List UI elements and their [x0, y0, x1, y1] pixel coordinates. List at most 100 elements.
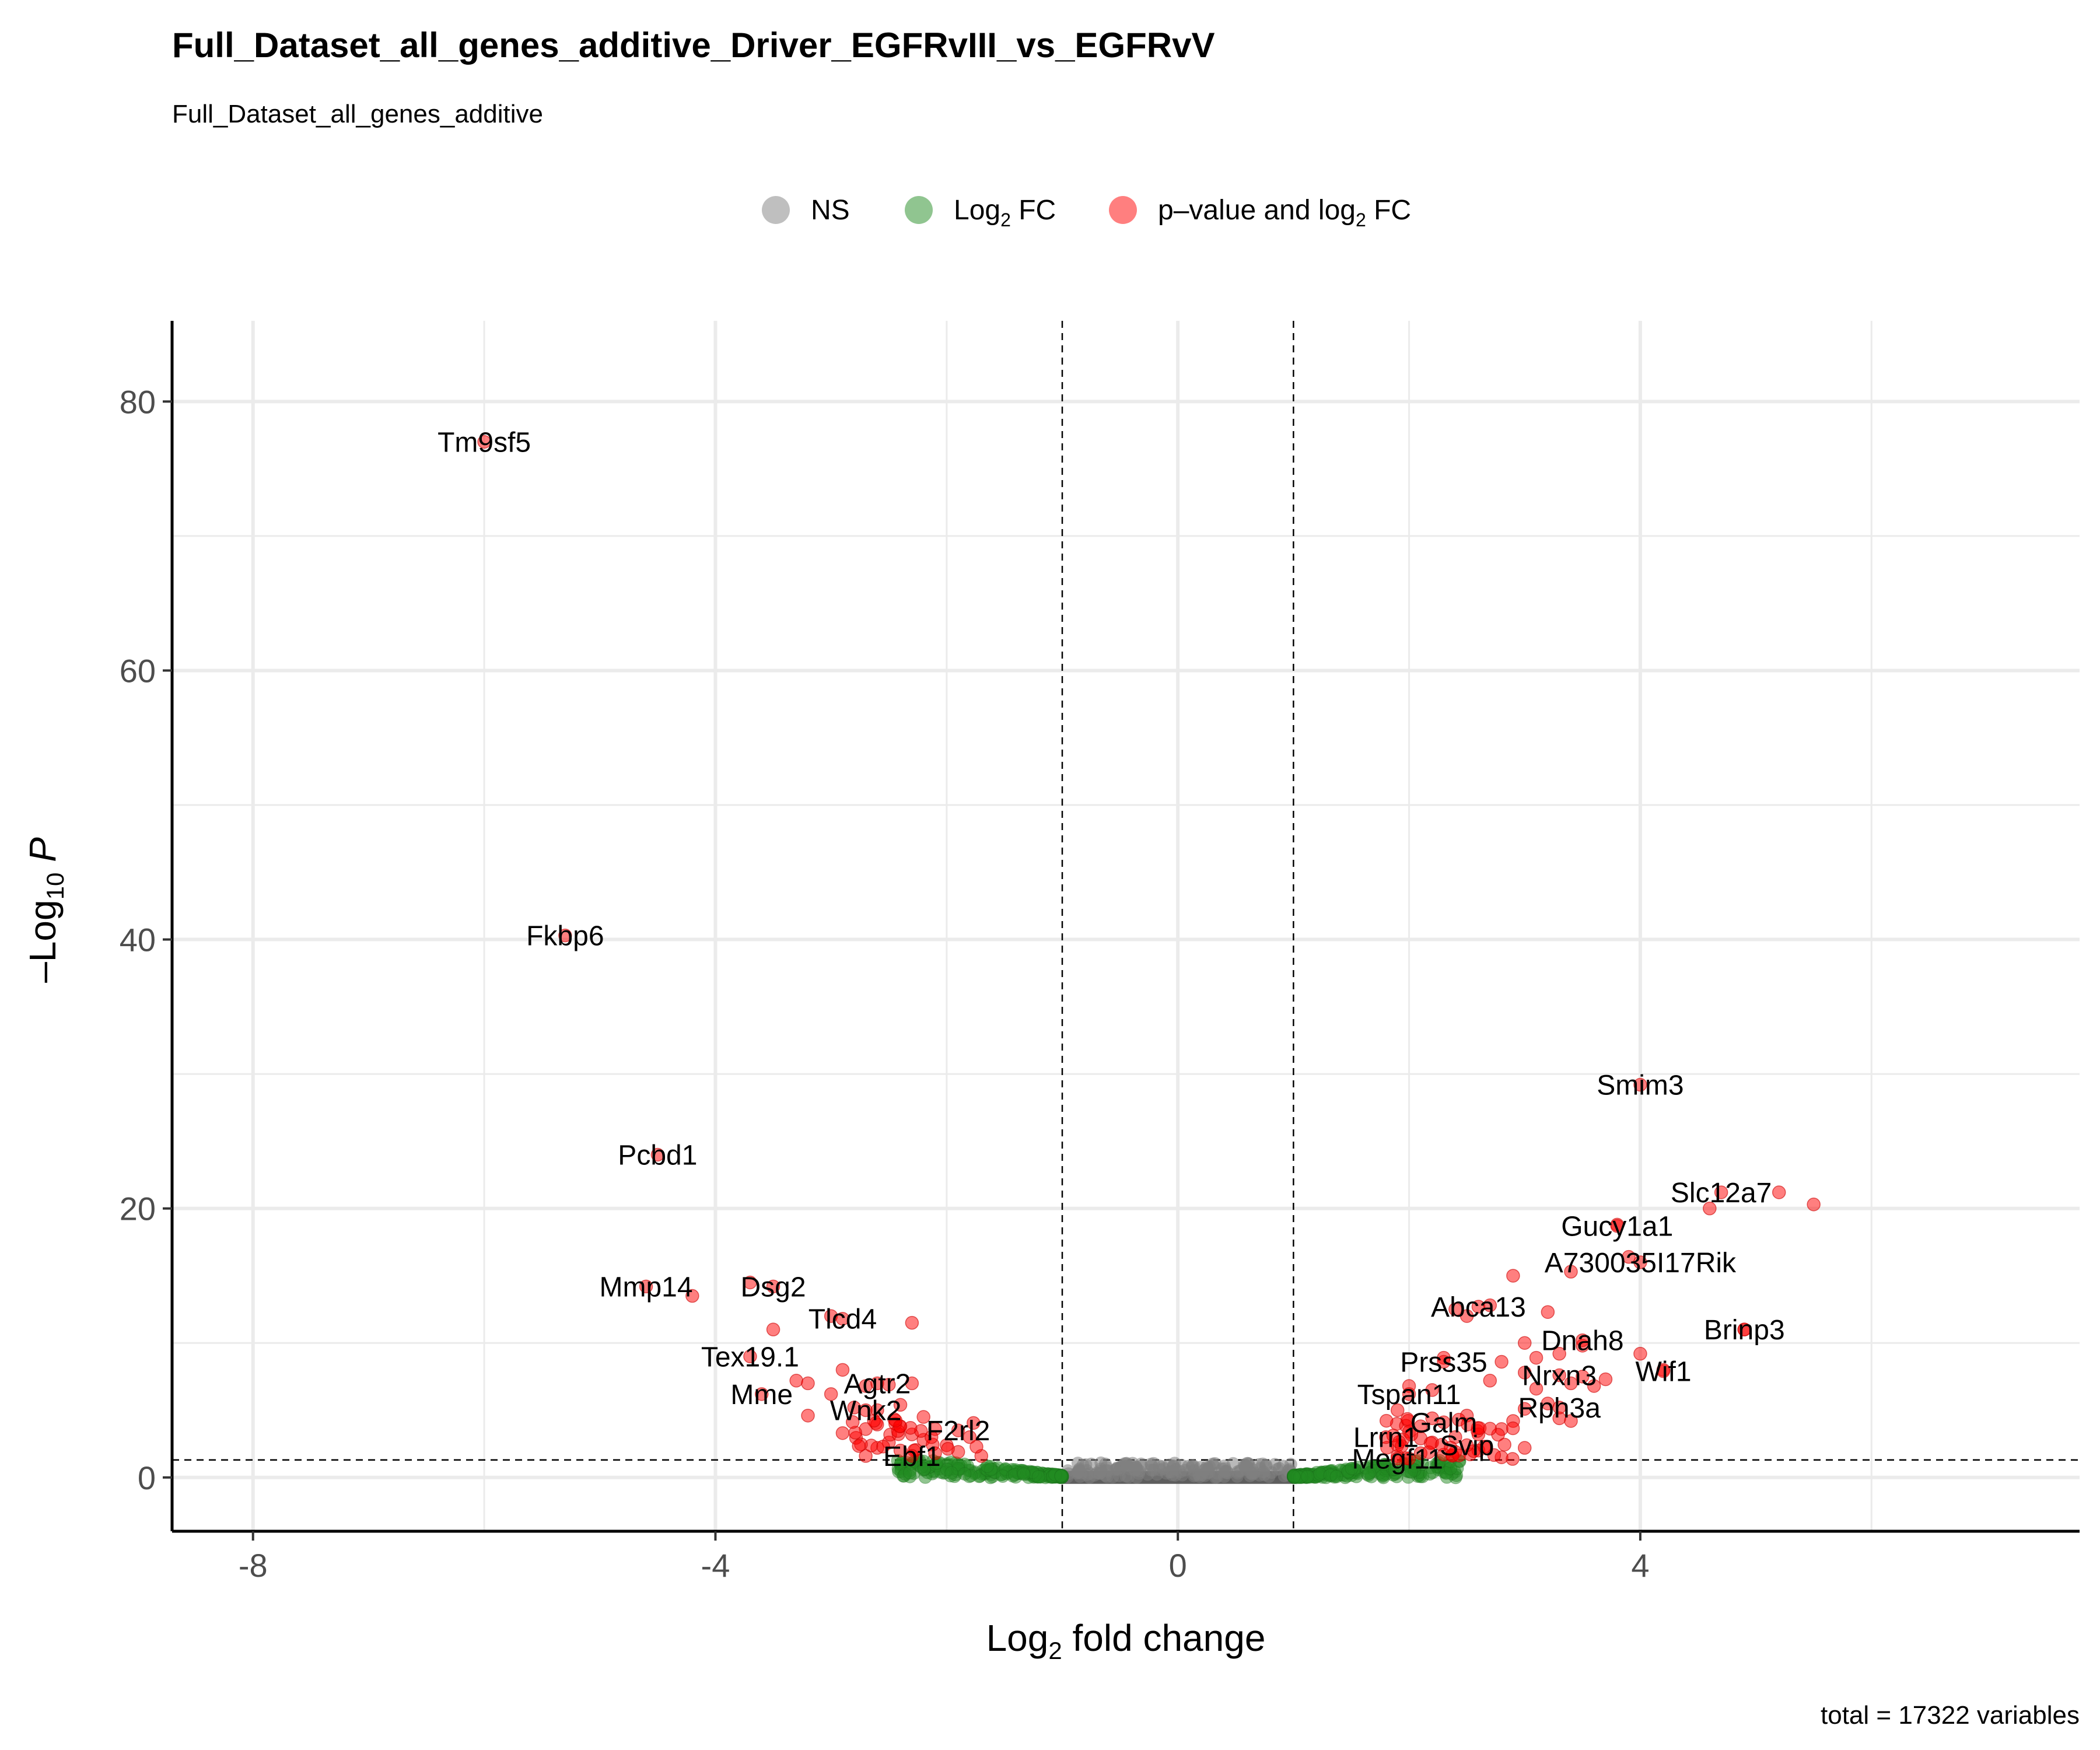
sig-point-labeled — [951, 1423, 965, 1437]
fc-point — [1444, 1461, 1458, 1475]
sig-point — [801, 1408, 815, 1423]
gene-label: Brinp3 — [1704, 1315, 1785, 1346]
x-tick-label: 0 — [1169, 1547, 1187, 1584]
cutoff-lines — [172, 321, 2080, 1531]
sig-point-labeled — [1390, 1451, 1405, 1466]
fc-point — [1362, 1466, 1376, 1480]
y-axis-title: –Log10 P — [22, 837, 69, 983]
gene-label: A730035I17Rik — [1545, 1248, 1737, 1279]
sig-point-labeled — [754, 1387, 769, 1401]
sig-point-labeled — [766, 1279, 780, 1294]
fc-point — [1423, 1467, 1437, 1481]
gene-label: Mmp14 — [600, 1272, 693, 1303]
sig-point — [1807, 1198, 1821, 1212]
sig-point — [835, 1363, 850, 1377]
sig-point — [893, 1443, 908, 1458]
ns-point — [1200, 1460, 1213, 1474]
sig-point-labeled — [1437, 1415, 1451, 1429]
legend-item-pfc: p–value and log2 FC — [1109, 195, 1411, 230]
gene-label: Lrrn1 — [1353, 1423, 1419, 1454]
sig-point-labeled — [1471, 1300, 1486, 1314]
sig-point — [1564, 1265, 1578, 1279]
sig-point-labeled — [1552, 1401, 1566, 1415]
gene-label: Rph3a — [1518, 1393, 1601, 1424]
legend-key-ns — [762, 196, 790, 224]
sig-point-labeled — [1460, 1438, 1474, 1452]
sig-point — [1506, 1421, 1520, 1436]
sig-point — [1552, 1346, 1566, 1361]
sig-point — [1598, 1372, 1613, 1387]
gene-label: Megf11 — [1352, 1444, 1443, 1475]
y-tick-label: 0 — [138, 1460, 156, 1496]
legend-label-pfc: p–value and log2 FC — [1158, 195, 1411, 230]
sig-point-labeled — [639, 1279, 653, 1294]
y-tick-label: 40 — [120, 922, 156, 958]
sig-point — [1390, 1403, 1405, 1418]
ns-point — [1119, 1469, 1132, 1483]
fc-point — [1404, 1465, 1418, 1479]
x-axis-title: Log2 fold change — [986, 1617, 1266, 1664]
sig-point — [941, 1441, 955, 1456]
gene-label: Tm9sf5 — [438, 428, 531, 459]
gene-label: Prss35 — [1400, 1348, 1487, 1378]
gene-label: Tspan11 — [1357, 1380, 1461, 1410]
sig-point — [835, 1426, 850, 1440]
gene-label: Pcbd1 — [618, 1140, 697, 1171]
sig-point — [1444, 1440, 1458, 1455]
ns-point — [1132, 1466, 1146, 1480]
gene-label: Nrxn3 — [1522, 1361, 1597, 1392]
sig-point-labeled — [1656, 1364, 1671, 1378]
sig-point-labeled — [870, 1376, 884, 1391]
fc-point — [980, 1459, 994, 1473]
sig-point-labeled — [650, 1147, 665, 1162]
sig-point — [888, 1413, 903, 1428]
fc-point — [1345, 1461, 1359, 1475]
ns-point — [1144, 1463, 1158, 1476]
sig-point — [1392, 1435, 1406, 1449]
sig-point — [859, 1449, 873, 1463]
gene-label: Tex19.1 — [701, 1342, 799, 1373]
sig-point — [1494, 1354, 1508, 1369]
gene-label: Tlcd4 — [808, 1304, 877, 1335]
sig-point — [1452, 1448, 1466, 1462]
gene-label: Slc12a7 — [1671, 1178, 1772, 1209]
sig-point — [1541, 1305, 1555, 1319]
ns-point — [1268, 1458, 1282, 1471]
sig-point — [905, 1376, 919, 1391]
legend-item-ns: NS — [762, 195, 850, 226]
sig-point — [1622, 1250, 1636, 1264]
legend: NS Log2 FC p–value and log2 FC — [762, 195, 1411, 230]
sig-point — [905, 1315, 919, 1330]
sig-point — [1564, 1376, 1578, 1391]
ns-point — [1126, 1457, 1139, 1470]
sig-point — [824, 1387, 838, 1401]
sig-point — [963, 1430, 977, 1444]
gene-label: Abca13 — [1431, 1292, 1526, 1323]
ns-point — [1245, 1466, 1259, 1480]
gene-label: Svip — [1440, 1430, 1494, 1461]
legend-item-fc: Log2 FC — [905, 195, 1056, 230]
sig-point — [1497, 1437, 1511, 1452]
y-tick-label: 80 — [120, 383, 156, 420]
x-tick-label: -4 — [701, 1547, 730, 1584]
sig-point — [1448, 1302, 1462, 1317]
chart-subtitle: Full_Dataset_all_genes_additive — [172, 100, 543, 128]
sig-point — [1506, 1269, 1520, 1283]
fc-point — [1329, 1469, 1343, 1483]
tick-labels: 0 20 40 60 80 -8 -4 0 4 — [120, 383, 1650, 1584]
sig-point — [1379, 1413, 1394, 1428]
sig-point — [1576, 1370, 1590, 1384]
sig-point-labeled — [1714, 1185, 1728, 1199]
sig-point-labeled — [859, 1403, 873, 1418]
sig-point — [1529, 1350, 1544, 1365]
fc-point — [944, 1466, 958, 1480]
gene-label: Mme — [730, 1380, 793, 1410]
gene-label: Fkbp6 — [526, 921, 604, 952]
sig-point — [1703, 1201, 1717, 1216]
fc-point — [917, 1462, 931, 1476]
sig-point-labeled — [1552, 1368, 1566, 1382]
sig-point — [1425, 1383, 1439, 1397]
sig-point — [1517, 1402, 1532, 1416]
sig-point-labeled — [743, 1349, 757, 1364]
gene-label: Dsg2 — [741, 1272, 806, 1303]
